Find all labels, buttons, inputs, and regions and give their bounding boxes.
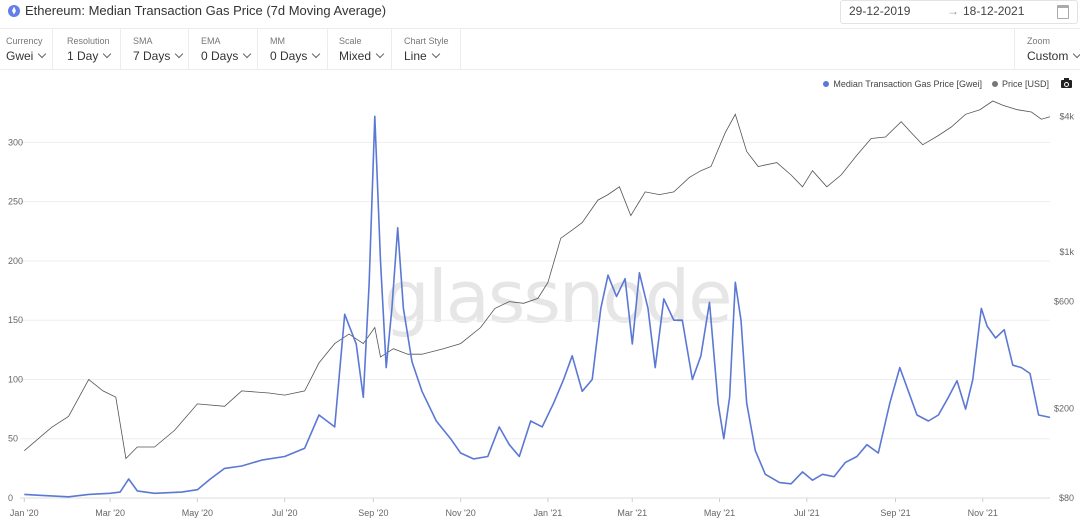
scale-dropdown[interactable]: Scale Mixed	[333, 29, 392, 69]
ethereum-icon	[8, 4, 20, 17]
y-left-tick-label: 100	[8, 374, 23, 384]
x-tick-label: Jul '21	[794, 508, 820, 518]
y-left-tick-label: 300	[8, 137, 23, 147]
x-tick-label: May '21	[704, 508, 735, 518]
calendar-icon[interactable]	[1057, 5, 1069, 19]
legend-item-gas[interactable]: Median Transaction Gas Price [Gwei]	[823, 79, 982, 89]
y-left-tick-label: 250	[8, 197, 23, 207]
legend-item-price[interactable]: Price [USD]	[991, 79, 1049, 89]
mm-label: MM	[270, 36, 285, 46]
x-tick-label: Sep '21	[880, 508, 910, 518]
x-tick-label: Sep '20	[358, 508, 388, 518]
ema-value: 0 Days	[201, 49, 252, 63]
x-tick-label: Mar '21	[617, 508, 647, 518]
y-right-tick-label: $600	[1054, 297, 1074, 307]
x-tick-label: Jan '20	[10, 508, 39, 518]
y-right-tick-label: $1k	[1059, 247, 1074, 257]
sma-dropdown[interactable]: SMA 7 Days	[127, 29, 189, 69]
chevron-down-icon	[1073, 49, 1080, 59]
currency-dropdown[interactable]: Currency Gwei	[0, 29, 53, 69]
x-tick-label: Jan '21	[534, 508, 563, 518]
x-tick-label: May '20	[182, 508, 213, 518]
legend-label-price: Price [USD]	[1001, 79, 1049, 89]
y-right-tick-label: $80	[1059, 493, 1074, 503]
mm-value: 0 Days	[270, 49, 321, 63]
mm-dropdown[interactable]: MM 0 Days	[264, 29, 328, 69]
legend-dot-price	[991, 81, 998, 87]
currency-value: Gwei	[6, 49, 47, 63]
chart-style-value: Line	[404, 49, 440, 63]
sma-value: 7 Days	[133, 49, 184, 63]
legend-dot-gas	[823, 81, 830, 87]
chevron-down-icon	[175, 49, 184, 59]
controls-bar: Currency Gwei Resolution 1 Day SMA 7 Day…	[0, 28, 1080, 70]
chart-legend: Median Transaction Gas Price [Gwei] Pric…	[813, 78, 1072, 89]
chart-style-label: Chart Style	[404, 36, 449, 46]
x-tick-label: Nov '20	[445, 508, 475, 518]
y-right-tick-label: $200	[1054, 404, 1074, 414]
zoom-dropdown[interactable]: Zoom Custom	[1014, 29, 1080, 69]
currency-label: Currency	[6, 36, 43, 46]
x-tick-label: Nov '21	[968, 508, 998, 518]
header: Ethereum: Median Transaction Gas Price (…	[0, 0, 1080, 28]
scale-value: Mixed	[339, 49, 385, 63]
page-title: Ethereum: Median Transaction Gas Price (…	[25, 3, 387, 18]
legend-label-gas: Median Transaction Gas Price [Gwei]	[833, 79, 982, 89]
x-tick-label: Jul '20	[272, 508, 298, 518]
y-left-tick-label: 200	[8, 256, 23, 266]
ema-label: EMA	[201, 36, 221, 46]
chevron-down-icon	[312, 49, 321, 59]
chevron-down-icon	[431, 49, 440, 59]
date-from[interactable]: 29-12-2019	[849, 4, 911, 18]
chevron-down-icon	[243, 49, 252, 59]
date-range-picker[interactable]: 29-12-2019 → 18-12-2021	[840, 0, 1078, 24]
y-left-tick-label: 150	[8, 315, 23, 325]
x-tick-label: Mar '20	[95, 508, 125, 518]
scale-label: Scale	[339, 36, 362, 46]
camera-icon[interactable]	[1061, 78, 1072, 88]
title-wrap: Ethereum: Median Transaction Gas Price (…	[8, 3, 386, 18]
resolution-dropdown[interactable]: Resolution 1 Day	[61, 29, 121, 69]
resolution-label: Resolution	[67, 36, 110, 46]
y-right-tick-label: $4k	[1059, 112, 1074, 122]
sma-label: SMA	[133, 36, 153, 46]
date-to[interactable]: 18-12-2021	[963, 4, 1025, 18]
zoom-value: Custom	[1027, 49, 1080, 63]
chevron-down-icon	[103, 49, 112, 59]
resolution-value: 1 Day	[67, 49, 112, 63]
chevron-down-icon	[38, 49, 47, 59]
y-left-tick-label: 50	[8, 434, 18, 444]
zoom-label: Zoom	[1027, 36, 1051, 46]
ema-dropdown[interactable]: EMA 0 Days	[195, 29, 258, 69]
y-left-tick-label: 0	[8, 493, 13, 503]
arrow-right-icon: →	[947, 4, 959, 18]
watermark: glassnode	[384, 255, 733, 339]
chart-style-dropdown[interactable]: Chart Style Line	[398, 29, 461, 69]
chevron-down-icon	[375, 49, 385, 59]
